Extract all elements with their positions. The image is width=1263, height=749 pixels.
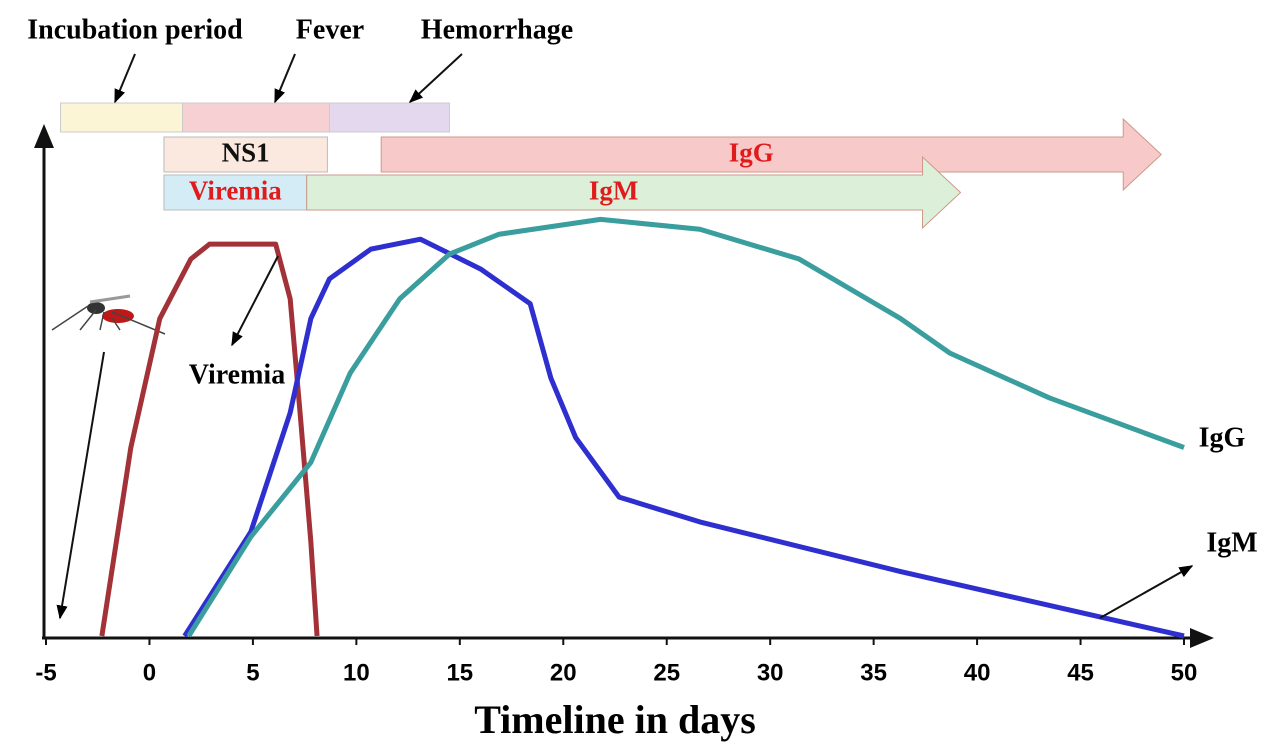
y-axis-arrow bbox=[34, 124, 54, 148]
marker-label: Viremia bbox=[189, 176, 282, 206]
marker-arrow bbox=[306, 155, 962, 230]
x-tick-label: 25 bbox=[653, 659, 680, 686]
x-tick-label: 50 bbox=[1171, 659, 1198, 686]
marker-label: NS1 bbox=[222, 138, 270, 168]
x-tick-label: 5 bbox=[246, 659, 259, 686]
x-tick-label: 15 bbox=[446, 659, 473, 686]
x-tick-label: 35 bbox=[860, 659, 887, 686]
mosquito bbox=[51, 294, 166, 335]
bite-arrow bbox=[56, 351, 105, 620]
marker-arrow bbox=[380, 117, 1162, 192]
series-label: IgM bbox=[1206, 527, 1257, 558]
phase-bar bbox=[59, 102, 184, 133]
x-axis-arrow bbox=[1190, 628, 1214, 648]
phase-arrow bbox=[408, 53, 463, 103]
phase-label: Fever bbox=[296, 14, 364, 45]
marker-label: IgG bbox=[729, 138, 774, 168]
phase-bar bbox=[182, 102, 330, 133]
series-line bbox=[186, 216, 1185, 638]
phase-bar bbox=[328, 102, 450, 133]
x-axis-title: Timeline in days bbox=[474, 697, 756, 742]
x-tick-label: 0 bbox=[143, 659, 156, 686]
x-tick-label: -5 bbox=[35, 659, 56, 686]
x-tick-label: 45 bbox=[1067, 659, 1094, 686]
series-line bbox=[182, 236, 1185, 639]
marker-label: IgM bbox=[589, 176, 639, 206]
phase-arrow bbox=[114, 53, 136, 104]
phase-arrow bbox=[274, 53, 296, 104]
series-label-arrow bbox=[1099, 565, 1194, 619]
series-label: IgG bbox=[1199, 422, 1246, 453]
series-label-arrow bbox=[231, 255, 279, 347]
marker-bar bbox=[163, 136, 328, 173]
x-tick-label: 20 bbox=[550, 659, 577, 686]
x-tick-label: 30 bbox=[757, 659, 784, 686]
x-tick-label: 10 bbox=[343, 659, 370, 686]
phase-label: Incubation period bbox=[27, 14, 243, 45]
phase-label: Hemorrhage bbox=[421, 14, 573, 45]
series-label: Viremia bbox=[189, 359, 285, 390]
series-line bbox=[99, 241, 320, 637]
x-tick-label: 40 bbox=[964, 659, 991, 686]
